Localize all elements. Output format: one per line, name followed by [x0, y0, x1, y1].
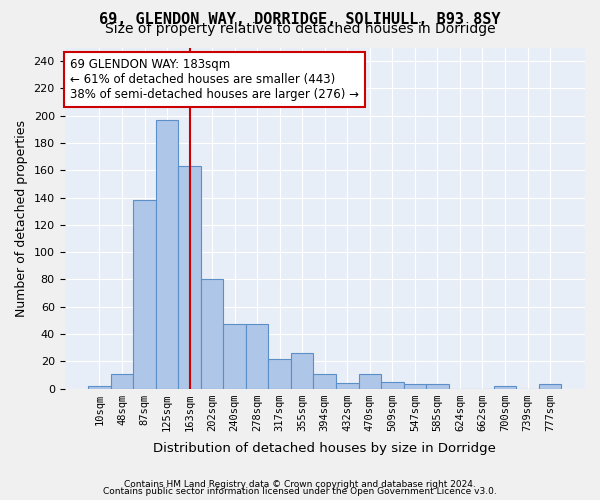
Bar: [223, 324, 246, 388]
Text: Size of property relative to detached houses in Dorridge: Size of property relative to detached ho…: [104, 22, 496, 36]
Text: Contains HM Land Registry data © Crown copyright and database right 2024.: Contains HM Land Registry data © Crown c…: [124, 480, 476, 489]
Bar: [494, 386, 516, 388]
Text: Contains public sector information licensed under the Open Government Licence v3: Contains public sector information licen…: [103, 488, 497, 496]
Bar: [201, 280, 223, 388]
Bar: [336, 383, 359, 388]
Bar: [539, 384, 562, 388]
Bar: [426, 384, 449, 388]
Bar: [404, 384, 426, 388]
Bar: [133, 200, 156, 388]
Bar: [111, 374, 133, 388]
Bar: [313, 374, 336, 388]
Bar: [156, 120, 178, 388]
Bar: [381, 382, 404, 388]
Bar: [291, 353, 313, 388]
Text: 69 GLENDON WAY: 183sqm
← 61% of detached houses are smaller (443)
38% of semi-de: 69 GLENDON WAY: 183sqm ← 61% of detached…: [70, 58, 359, 100]
Bar: [359, 374, 381, 388]
Y-axis label: Number of detached properties: Number of detached properties: [15, 120, 28, 316]
Bar: [246, 324, 268, 388]
X-axis label: Distribution of detached houses by size in Dorridge: Distribution of detached houses by size …: [154, 442, 496, 455]
Bar: [88, 386, 111, 388]
Bar: [178, 166, 201, 388]
Text: 69, GLENDON WAY, DORRIDGE, SOLIHULL, B93 8SY: 69, GLENDON WAY, DORRIDGE, SOLIHULL, B93…: [99, 12, 501, 26]
Bar: [268, 358, 291, 388]
